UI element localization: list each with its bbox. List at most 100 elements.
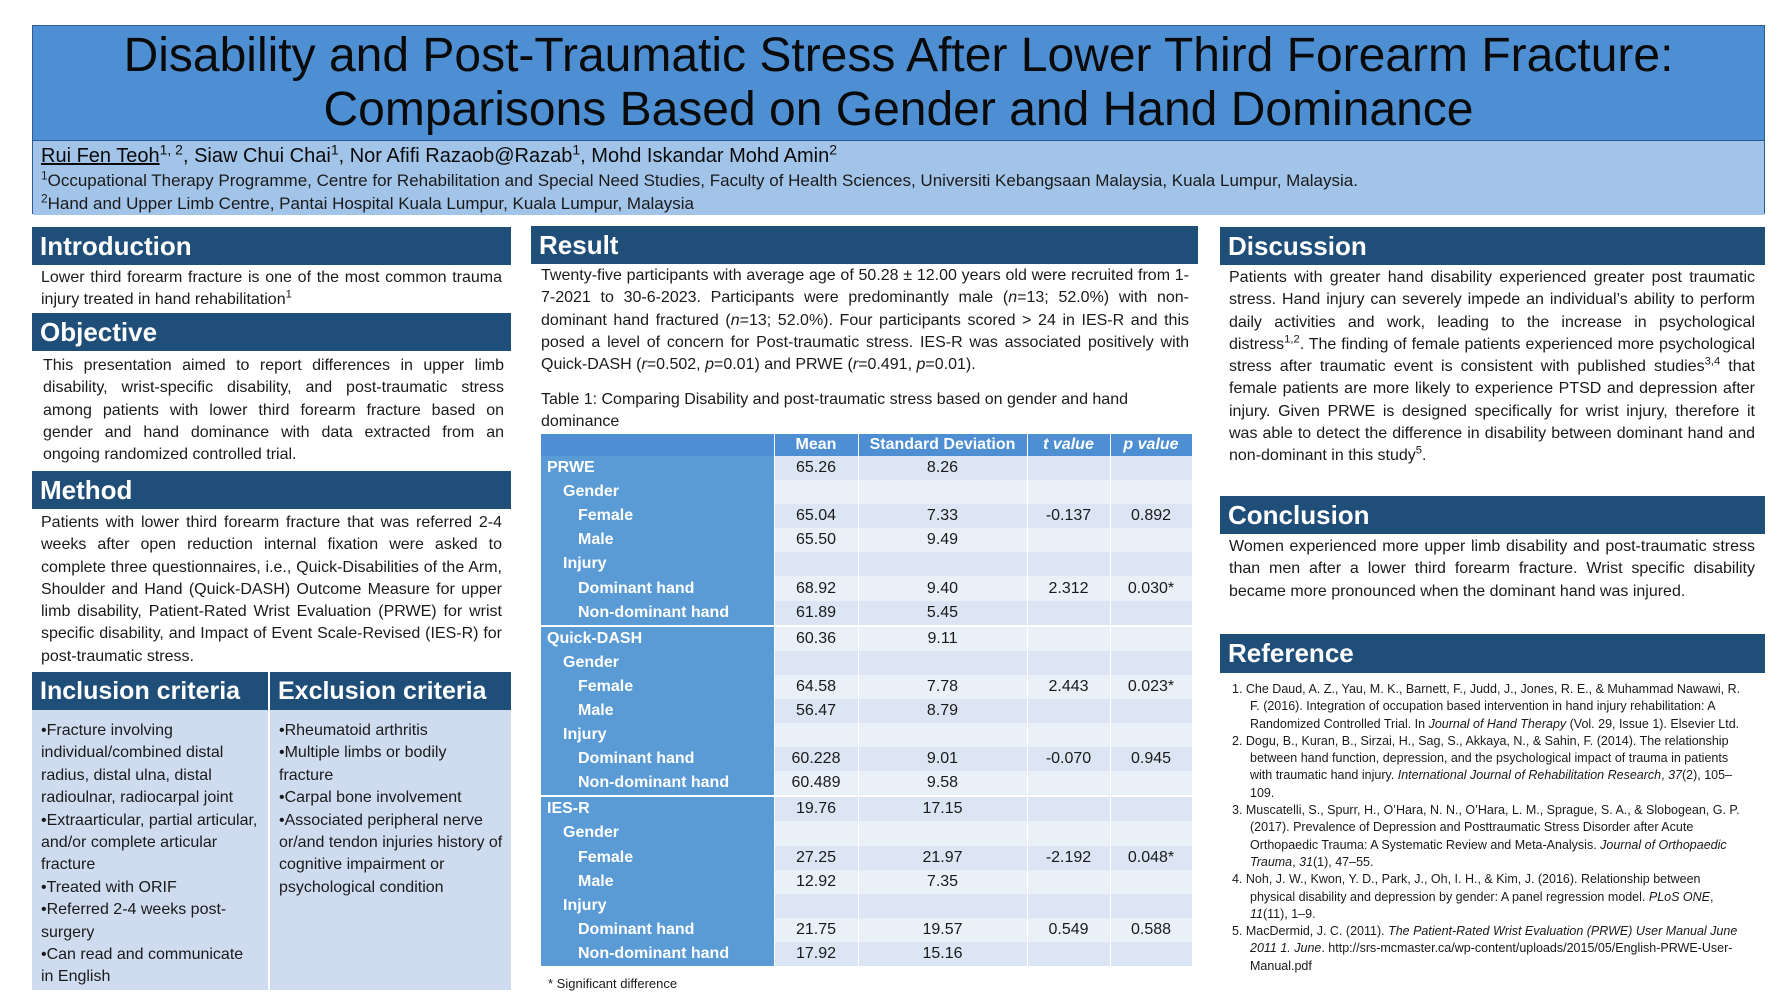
- t-value-cell: [1027, 723, 1111, 748]
- table-row: Gender: [541, 480, 1193, 505]
- reference-list: 1. Che Daud, A. Z., Yau, M. K., Barnett,…: [1224, 681, 1746, 975]
- text-run: =13; 52.0%) with non-dominant hand fract…: [541, 289, 1190, 329]
- mean-cell: [774, 552, 859, 577]
- mean-cell: 12.92: [774, 869, 859, 894]
- mean-cell: 61.89: [774, 600, 859, 626]
- p-value-cell: 0.030*: [1110, 576, 1193, 601]
- sd-cell: 8.79: [858, 698, 1028, 724]
- text-run: that female patients are more likely to …: [1229, 358, 1755, 465]
- p-value-cell: 0.892: [1110, 504, 1193, 529]
- author-affiliation-sup: 1: [330, 141, 339, 158]
- p-value-cell: [1110, 650, 1193, 675]
- mean-cell: 68.92: [774, 576, 859, 601]
- text-run: =0.491,: [858, 356, 917, 374]
- table-row: IES-R 19.76 17.15: [541, 795, 1193, 822]
- text-run: Patients with greater hand disability ex…: [1229, 269, 1755, 353]
- criteria-header-row: Inclusion criteria Exclusion criteria: [32, 672, 511, 710]
- poster-title-line2: Comparisons Based on Gender and Hand Dom…: [323, 83, 1474, 136]
- authors-banner: Rui Fen Teoh1, 2, Siaw Chui Chai1, Nor A…: [33, 141, 1764, 215]
- row-label-cell: Gender: [541, 821, 775, 846]
- row-label-cell: Non-dominant hand: [541, 600, 775, 626]
- citation-sup: 3,4: [1704, 355, 1721, 368]
- text-run: (11), 1–9.: [1262, 906, 1316, 921]
- t-value-cell: [1027, 650, 1111, 675]
- introduction-body: Lower third forearm fracture is one of t…: [41, 269, 502, 309]
- table-row: Non-dominant hand 61.89 5.45: [541, 600, 1193, 626]
- t-value-cell: -0.070: [1027, 747, 1111, 772]
- table-row: Injury: [541, 893, 1193, 918]
- t-value-cell: [1027, 893, 1111, 918]
- exclusion-criterion: •Multiple limbs or bodily fracture: [279, 744, 447, 784]
- table-header-cell: p value: [1110, 434, 1193, 456]
- p-value-cell: [1110, 552, 1193, 577]
- row-label-cell: Gender: [541, 480, 775, 505]
- sd-cell: [858, 552, 1028, 577]
- sd-cell: [858, 650, 1028, 675]
- reference-item: 4. Noh, J. W., Kwon, Y. D., Park, J., Oh…: [1224, 871, 1746, 923]
- text-run: Twenty-five participants with average ag…: [541, 267, 1189, 307]
- citation-sup: 1: [285, 288, 292, 301]
- p-value-cell: [1110, 941, 1193, 966]
- sd-cell: 7.78: [858, 674, 1028, 699]
- table-row: Dominant hand 68.92 9.40 2.312 0.030*: [541, 576, 1193, 601]
- exclusion-criterion: •Associated peripheral nerve or/and tend…: [279, 811, 503, 896]
- row-label-cell: Female: [541, 845, 775, 870]
- text-run: =0.01).: [925, 356, 976, 374]
- text-run: . http://srs-mcmaster.ca/wp-content/uplo…: [1250, 941, 1733, 973]
- affiliation-sup: 1: [41, 168, 48, 183]
- mean-cell: 56.47: [774, 698, 859, 724]
- mean-cell: [774, 723, 859, 748]
- row-label-cell: Female: [541, 504, 775, 529]
- inclusion-criterion: •Can read and communicate in English: [41, 946, 244, 986]
- sd-cell: 17.15: [858, 795, 1028, 822]
- p-value-cell: [1110, 771, 1193, 797]
- t-value-cell: [1027, 698, 1111, 724]
- inclusion-criterion: •Fracture involving individual/combined …: [41, 722, 234, 807]
- t-value-cell: [1027, 624, 1111, 651]
- inclusion-criteria-list: •Fracture involving individual/combined …: [32, 710, 270, 990]
- sd-cell: 7.33: [858, 504, 1028, 529]
- results-table: Mean Standard Deviation t value p value …: [541, 434, 1193, 966]
- title-banner: Disability and Post-Traumatic Stress Aft…: [33, 26, 1764, 141]
- text-run: 11: [1250, 906, 1263, 921]
- sd-cell: 5.45: [858, 600, 1028, 626]
- t-value-cell: [1027, 821, 1111, 846]
- table-row: Female 64.58 7.78 2.443 0.023*: [541, 674, 1193, 699]
- mean-cell: [774, 821, 859, 846]
- mean-cell: 65.50: [774, 528, 859, 553]
- text-run: =13; 52.0%). Four participants scored > …: [541, 311, 1190, 374]
- mean-cell: [774, 893, 859, 918]
- inclusion-criterion: •Treated with ORIF: [41, 878, 177, 896]
- objective-text: This presentation aimed to report differ…: [43, 357, 504, 464]
- sd-cell: 21.97: [858, 845, 1028, 870]
- mean-cell: [774, 650, 859, 675]
- row-label-cell: IES-R: [541, 795, 775, 822]
- table-header-row: Mean Standard Deviation t value p value: [541, 434, 1193, 456]
- author-affiliation-sup: 1, 2: [159, 141, 183, 158]
- discussion-heading: Discussion: [1220, 227, 1765, 265]
- p-value-cell: 0.588: [1110, 917, 1193, 942]
- text-run: r: [852, 356, 859, 374]
- reference-item: 5. MacDermid, J. C. (2011). The Patient-…: [1224, 923, 1746, 975]
- t-value-cell: [1027, 869, 1111, 894]
- t-value-cell: 2.312: [1027, 576, 1111, 601]
- t-value-cell: [1027, 795, 1111, 822]
- table-caption: Table 1: Comparing Disability and post-t…: [541, 391, 1128, 431]
- sd-cell: 19.57: [858, 917, 1028, 942]
- p-value-cell: [1110, 869, 1193, 894]
- sd-cell: [858, 893, 1028, 918]
- reference-item: 1. Che Daud, A. Z., Yau, M. K., Barnett,…: [1224, 681, 1746, 733]
- t-value-cell: [1027, 456, 1111, 481]
- author-affiliation-sup: 1: [572, 141, 581, 158]
- table-row: PRWE 65.26 8.26: [541, 456, 1193, 481]
- text-run: 2. Dogu, B., Kuran, B., Sirzai, H., Sag,…: [1232, 733, 1729, 783]
- row-label-cell: Non-dominant hand: [541, 771, 775, 797]
- author-affiliation-sup: 2: [829, 141, 837, 158]
- method-heading: Method: [32, 471, 511, 509]
- table-row: Dominant hand 60.228 9.01 -0.070 0.945: [541, 747, 1193, 772]
- text-run: p: [705, 356, 714, 374]
- text-run: ,: [1292, 854, 1300, 869]
- table-header-cell: t value: [1027, 434, 1111, 456]
- t-value-cell: -0.137: [1027, 504, 1111, 529]
- text-run: 37: [1668, 768, 1682, 783]
